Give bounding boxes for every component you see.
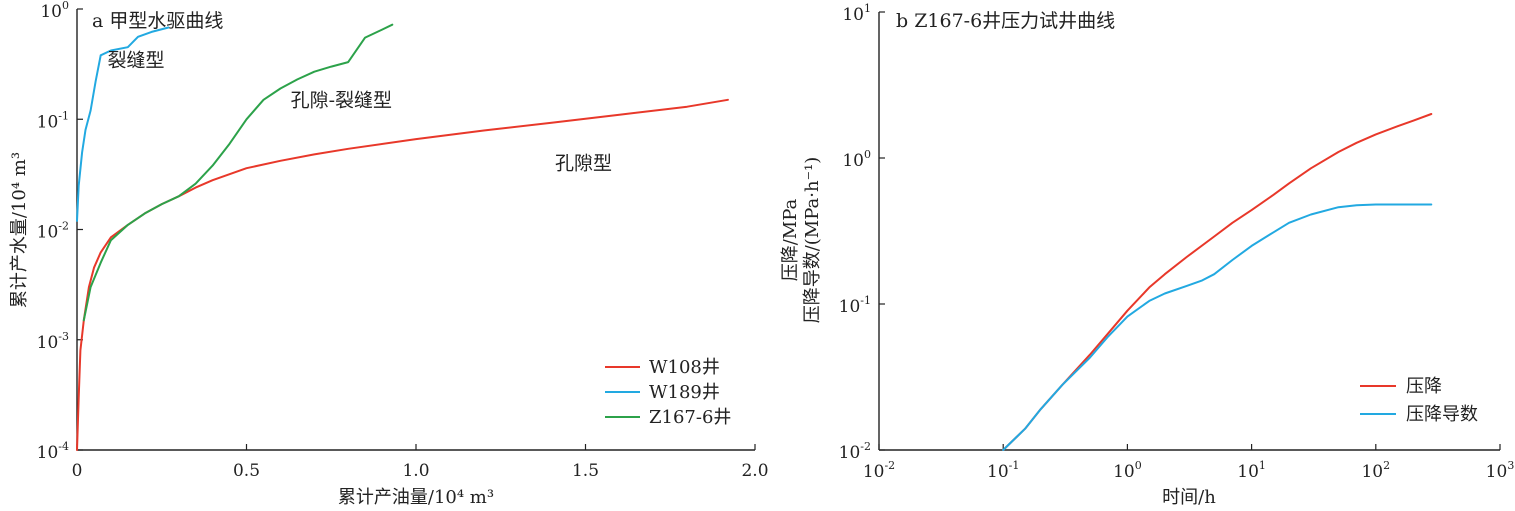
panel-a-y-tick-label: 100 bbox=[40, 0, 69, 22]
panel-b-x-tick-label: 10-1 bbox=[987, 459, 1019, 482]
panel-b-y-tick-label: 101 bbox=[842, 2, 871, 25]
panel-a-annotation: 孔隙-裂缝型 bbox=[291, 90, 392, 112]
panel-a-y-axis-title: 累计产水量/10⁴ m³ bbox=[9, 152, 30, 308]
panel-b-x-ticks: 10-2 10-1 100 101 102 103 bbox=[863, 444, 1515, 482]
panel-a-legend-label: W108井 bbox=[649, 357, 720, 378]
panel-a-series-line bbox=[82, 23, 394, 322]
panel-b-y-tick-label: 10-1 bbox=[839, 294, 871, 317]
panel-b-x-tick-label: 102 bbox=[1361, 459, 1390, 482]
panel-b-y-ticks: 101 100 10-1 10-2 bbox=[839, 2, 885, 463]
panel-a-legend-label: Z167-6井 bbox=[649, 407, 731, 428]
panel-a-y-tick-label: 10-2 bbox=[37, 220, 69, 243]
panel-b-well-test-chart: 10-2 10-1 100 101 102 103 101 100 10-1 10-2 b Z1… bbox=[780, 2, 1514, 508]
panel-a-y-tick-label: 10-4 bbox=[37, 440, 69, 463]
panel-b-y-axis-title-2: 压降导数/(MPa·h⁻¹) bbox=[802, 157, 823, 324]
panel-a-x-tick-label: 0 bbox=[72, 461, 83, 481]
panel-b-title: b Z167-6井压力试井曲线 bbox=[896, 10, 1115, 32]
panel-b-y-tick-label: 10-2 bbox=[839, 440, 871, 463]
panel-b-series-line bbox=[1002, 203, 1433, 451]
panel-b-y-axis-title-1: 压降/MPa bbox=[780, 198, 801, 281]
panel-a-x-tick-label: 1.5 bbox=[572, 461, 599, 481]
panel-b-x-tick-label: 10-2 bbox=[863, 459, 895, 482]
panel-b-series bbox=[1002, 113, 1433, 451]
panel-a-title: a 甲型水驱曲线 bbox=[92, 10, 223, 32]
panel-a-y-tick-label: 10-3 bbox=[37, 330, 69, 353]
panel-a-water-drive-chart: 0 0.5 1.0 1.5 2.0 100 10-1 10-2 10-3 10-4 裂缝型孔隙-… bbox=[9, 0, 769, 508]
panel-b-x-tick-label: 100 bbox=[1113, 459, 1142, 482]
panel-a-series-line bbox=[76, 26, 170, 222]
panel-a-x-axis-title: 累计产油量/10⁴ m³ bbox=[338, 487, 494, 508]
panel-a-legend: W108井 W189井 Z167-6井 bbox=[605, 357, 731, 428]
panel-b-x-axis-title: 时间/h bbox=[1162, 487, 1216, 508]
panel-b-y-tick-label: 100 bbox=[842, 148, 871, 171]
panel-a-x-tick-label: 2.0 bbox=[741, 461, 768, 481]
panel-b-legend-label: 压降导数 bbox=[1406, 404, 1478, 425]
panel-a-annotation: 裂缝型 bbox=[108, 50, 165, 72]
panel-b-x-tick-label: 103 bbox=[1486, 459, 1515, 482]
panel-a-x-ticks: 0 0.5 1.0 1.5 2.0 bbox=[72, 444, 769, 481]
panel-a-x-tick-label: 1.0 bbox=[402, 461, 429, 481]
panel-b-x-tick-label: 101 bbox=[1237, 459, 1266, 482]
panel-a-x-tick-label: 0.5 bbox=[233, 461, 260, 481]
panel-b-legend-label: 压降 bbox=[1406, 376, 1442, 397]
panel-a-y-ticks: 100 10-1 10-2 10-3 10-4 bbox=[37, 0, 83, 463]
panel-a-annotation: 孔隙型 bbox=[555, 153, 612, 175]
panel-a-legend-label: W189井 bbox=[649, 382, 720, 403]
panel-a-y-tick-label: 10-1 bbox=[37, 109, 69, 132]
panel-a-series-line bbox=[76, 98, 729, 451]
panel-a-series bbox=[76, 23, 729, 451]
panel-b-series-line bbox=[1002, 113, 1433, 451]
